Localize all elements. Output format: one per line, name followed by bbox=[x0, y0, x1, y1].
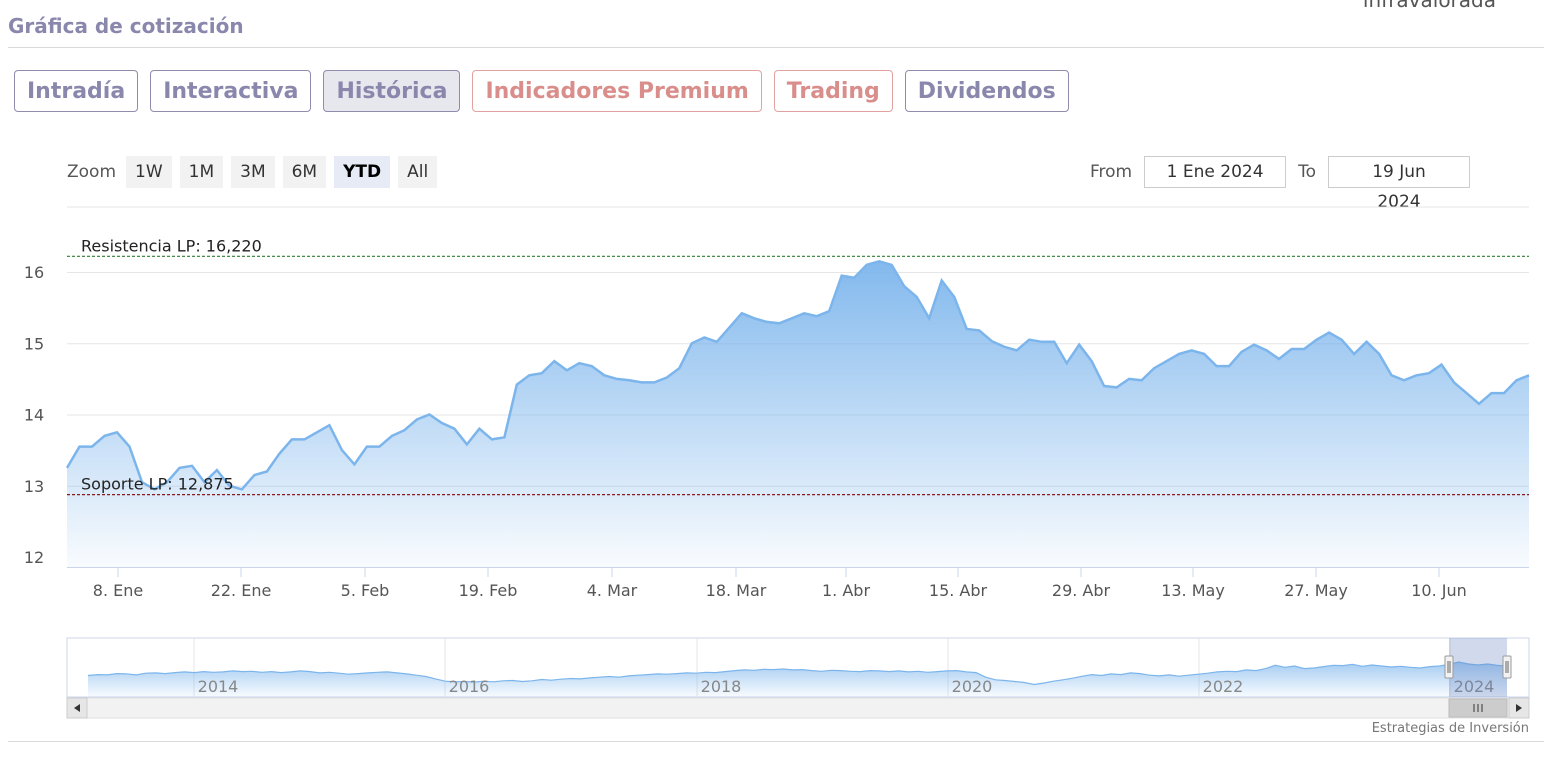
resistance-label: Resistencia LP: 16,220 bbox=[81, 236, 262, 255]
y-tick-label: 13 bbox=[24, 477, 44, 496]
x-tick-label: 5. Feb bbox=[341, 581, 390, 600]
chart-tabs: Intradía Interactiva Histórica Indicador… bbox=[14, 70, 1069, 112]
zoom-bar: Zoom 1W 1M 3M 6M YTD All bbox=[67, 156, 438, 188]
navigator[interactable]: 2014 2016 2018 2020 2022 2024 bbox=[66, 637, 1530, 698]
chevron-left-icon bbox=[74, 704, 80, 712]
price-area bbox=[67, 261, 1529, 567]
y-tick-label: 16 bbox=[24, 263, 44, 282]
zoom-1w-button[interactable]: 1W bbox=[126, 156, 172, 188]
x-tick-label: 1. Abr bbox=[822, 581, 870, 600]
navigator-selection[interactable] bbox=[1449, 638, 1507, 697]
title-divider bbox=[8, 47, 1544, 48]
x-tick-label: 22. Ene bbox=[211, 581, 272, 600]
x-tick-label: 8. Ene bbox=[93, 581, 143, 600]
x-tick-label: 29. Abr bbox=[1052, 581, 1111, 600]
tab-historica[interactable]: Histórica bbox=[323, 70, 461, 112]
level-annotations: Resistencia LP: 16,220 Soporte LP: 12,875 bbox=[67, 236, 1529, 496]
price-series bbox=[65, 259, 1530, 567]
x-tick-label: 15. Abr bbox=[929, 581, 988, 600]
x-tick-label: 4. Mar bbox=[587, 581, 638, 600]
navigator-year-label: 2022 bbox=[1203, 677, 1244, 696]
page-title: Gráfica de cotización bbox=[8, 14, 244, 38]
support-label: Soporte LP: 12,875 bbox=[81, 475, 234, 494]
scrollbar-track[interactable] bbox=[66, 697, 1530, 719]
navigator-year-label: 2024 bbox=[1454, 677, 1495, 696]
y-tick-label: 12 bbox=[24, 548, 44, 567]
navigator-area bbox=[88, 662, 1507, 697]
navigator-handle[interactable] bbox=[1502, 655, 1512, 679]
tab-interactiva[interactable]: Interactiva bbox=[150, 70, 312, 112]
zoom-label: Zoom bbox=[67, 162, 117, 182]
tab-indicadores-premium[interactable]: Indicadores Premium bbox=[472, 70, 762, 112]
y-axis: 12 13 14 15 16 bbox=[24, 263, 44, 567]
date-range: From 1 Ene 2024 To 19 Jun 2024 bbox=[1089, 156, 1470, 212]
tab-trading[interactable]: Trading bbox=[773, 70, 893, 112]
navigator-year-label: 2018 bbox=[701, 677, 742, 696]
from-date-input[interactable]: 1 Ene 2024 bbox=[1144, 156, 1287, 188]
bottom-divider bbox=[8, 741, 1544, 742]
price-line bbox=[65, 259, 1530, 491]
tab-dividendos[interactable]: Dividendos bbox=[904, 70, 1069, 112]
navigator-year-label: 2016 bbox=[449, 677, 490, 696]
y-tick-label: 14 bbox=[24, 406, 44, 425]
y-tick-label: 15 bbox=[24, 334, 44, 353]
x-tick-label: 18. Mar bbox=[706, 581, 767, 600]
zoom-3m-button[interactable]: 3M bbox=[231, 156, 275, 188]
scrollbar[interactable] bbox=[66, 697, 1530, 719]
x-tick-label: 27. May bbox=[1284, 581, 1348, 600]
tab-intradia[interactable]: Intradía bbox=[14, 70, 139, 112]
to-label: To bbox=[1298, 162, 1316, 182]
zoom-1m-button[interactable]: 1M bbox=[179, 156, 224, 188]
navigator-line bbox=[87, 661, 1508, 686]
navigator-year-label: 2014 bbox=[198, 677, 239, 696]
chevron-right-icon bbox=[1516, 704, 1522, 712]
from-label: From bbox=[1089, 162, 1133, 182]
navigator-handle[interactable] bbox=[1444, 655, 1454, 679]
x-axis: 8. Ene 22. Ene 5. Feb 19. Feb 4. Mar 18. Mar 1… bbox=[67, 567, 1529, 600]
zoom-ytd-button[interactable]: YTD bbox=[334, 156, 391, 188]
zoom-6m-button[interactable]: 6M bbox=[282, 156, 327, 188]
x-tick-label: 19. Feb bbox=[459, 581, 518, 600]
top-cut-text: infravalorada bbox=[1362, 0, 1496, 12]
x-tick-label: 13. May bbox=[1161, 581, 1225, 600]
x-tick-label: 10. Jun bbox=[1411, 581, 1467, 600]
navigator-year-label: 2020 bbox=[952, 677, 993, 696]
credits-text: Estrategias de Inversión bbox=[1371, 721, 1529, 736]
zoom-all-button[interactable]: All bbox=[398, 156, 438, 188]
